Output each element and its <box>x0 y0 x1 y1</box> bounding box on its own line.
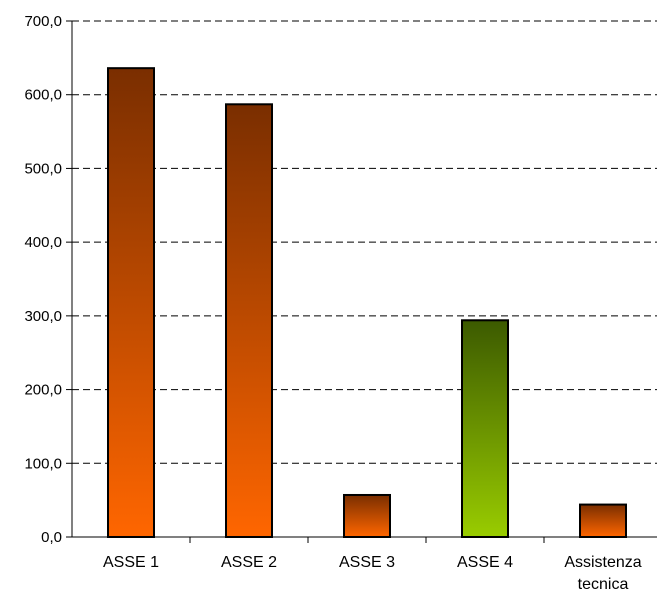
bar-2 <box>225 103 273 538</box>
x-tick-labels: ASSE 1 ASSE 2 ASSE 3 ASSE 4 Assistenza tecnic… <box>103 554 642 593</box>
bar-3 <box>343 493 391 538</box>
y-tick-label: 300,0 <box>24 308 62 325</box>
bar-4 <box>461 319 509 538</box>
x-tick-label: ASSE 1 <box>103 554 159 571</box>
x-tick-label: ASSE 3 <box>339 554 395 571</box>
y-tick-labels: 0,0 100,0 200,0 300,0 400,0 500,0 600,0 700,0 <box>24 13 62 546</box>
bar-1 <box>107 67 155 538</box>
x-tick-label: ASSE 4 <box>457 554 513 571</box>
gridlines <box>72 20 657 464</box>
y-tick-label: 0,0 <box>41 529 62 546</box>
x-tick-label: ASSE 2 <box>221 554 277 571</box>
y-tick-label: 500,0 <box>24 160 62 177</box>
y-tick-label: 700,0 <box>24 13 62 30</box>
y-tick-label: 400,0 <box>24 234 62 251</box>
bar-5 <box>579 503 627 538</box>
y-tick-label: 100,0 <box>24 455 62 472</box>
y-tick-label: 600,0 <box>24 87 62 104</box>
y-tick-label: 200,0 <box>24 382 62 399</box>
x-tick-label: Assistenza tecnica <box>564 554 641 593</box>
bars <box>107 67 627 538</box>
